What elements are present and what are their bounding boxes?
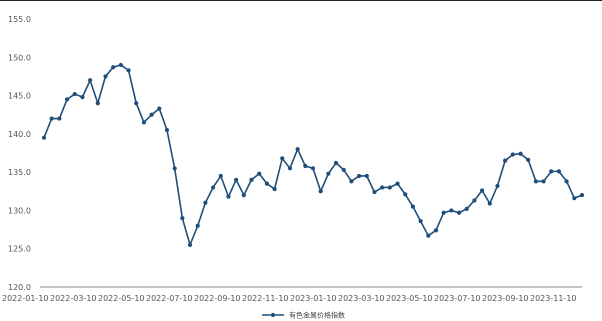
data-point	[556, 169, 562, 174]
data-point	[149, 112, 154, 117]
data-point	[395, 181, 400, 186]
data-point	[572, 196, 577, 201]
data-point	[418, 219, 423, 224]
data-point	[95, 101, 100, 106]
data-point	[234, 177, 239, 182]
x-tick-label: 2022-05-10	[98, 294, 145, 303]
data-point	[318, 189, 323, 194]
data-point	[141, 120, 147, 125]
data-point	[172, 166, 177, 171]
y-tick-label: 140.0	[8, 130, 31, 139]
x-tick-label: 2023-05-10	[386, 294, 433, 303]
data-point	[579, 193, 585, 198]
x-tick-label: 2023-03-10	[338, 294, 385, 303]
data-point	[426, 233, 431, 238]
data-point	[80, 95, 85, 100]
data-point	[326, 171, 331, 176]
x-tick-label: 2022-03-10	[50, 294, 97, 303]
y-tick-label: 120.0	[8, 283, 31, 292]
y-tick-label: 150.0	[8, 53, 31, 62]
data-point	[257, 171, 262, 176]
x-tick-label: 2022-11-10	[242, 294, 289, 303]
data-point	[441, 210, 446, 215]
data-point	[134, 101, 139, 106]
data-point	[280, 156, 285, 161]
x-tick-label: 2022-01-10	[2, 294, 49, 303]
x-tick-label: 2022-09-10	[194, 294, 241, 303]
data-point	[464, 206, 469, 211]
legend-label: 有色金属价格指数	[289, 311, 345, 320]
data-point	[479, 188, 485, 193]
data-point	[157, 106, 162, 111]
data-point	[487, 201, 492, 206]
y-tick-label: 130.0	[8, 206, 31, 215]
data-point	[203, 200, 208, 205]
x-tick-label: 2023-09-10	[482, 294, 529, 303]
data-point	[341, 167, 346, 172]
data-point	[410, 204, 416, 209]
data-point	[510, 152, 515, 157]
data-point	[180, 215, 185, 221]
data-point	[226, 194, 231, 199]
data-point	[241, 193, 246, 198]
data-point	[72, 91, 77, 97]
data-point	[57, 116, 62, 121]
data-point	[372, 189, 377, 195]
data-point	[449, 208, 454, 213]
data-point	[187, 242, 193, 247]
data-point	[526, 157, 531, 162]
series-line	[43, 64, 583, 248]
data-point	[433, 228, 439, 233]
data-point	[541, 179, 546, 184]
data-point	[249, 177, 254, 182]
y-tick-label: 145.0	[8, 92, 31, 101]
y-tick-label: 125.0	[8, 245, 31, 254]
y-tick-label: 155.0	[8, 15, 31, 24]
data-point	[333, 160, 339, 166]
data-point	[164, 127, 170, 133]
data-point	[111, 65, 116, 70]
data-point	[403, 192, 408, 197]
data-point	[210, 185, 216, 190]
data-point	[310, 166, 316, 171]
data-point	[41, 135, 47, 140]
data-point	[533, 179, 538, 184]
data-point	[349, 179, 354, 184]
data-point	[387, 185, 392, 190]
data-point	[103, 74, 108, 79]
data-point	[295, 147, 300, 152]
x-tick-label: 2023-11-10	[530, 294, 577, 303]
data-point	[272, 186, 277, 192]
data-point	[264, 181, 269, 186]
data-point	[49, 116, 54, 121]
y-tick-label: 135.0	[8, 168, 31, 177]
data-point	[364, 173, 369, 179]
data-point	[549, 169, 554, 174]
data-point	[118, 62, 123, 68]
data-point	[88, 78, 93, 83]
data-point	[518, 151, 523, 156]
x-tick-label: 2023-07-10	[434, 294, 481, 303]
data-point	[195, 223, 200, 228]
data-point	[503, 158, 508, 163]
data-point	[456, 210, 462, 215]
data-point	[287, 166, 293, 171]
data-point	[218, 173, 223, 179]
data-point	[303, 163, 308, 169]
x-tick-label: 2022-07-10	[146, 294, 193, 303]
data-point	[564, 179, 569, 184]
data-point	[495, 183, 500, 189]
data-point	[357, 173, 362, 179]
x-tick-label: 2023-01-10	[290, 294, 337, 303]
data-point	[472, 198, 477, 203]
legend-marker	[270, 312, 276, 318]
data-point	[380, 185, 385, 190]
data-point	[126, 68, 131, 73]
data-point	[64, 97, 70, 102]
